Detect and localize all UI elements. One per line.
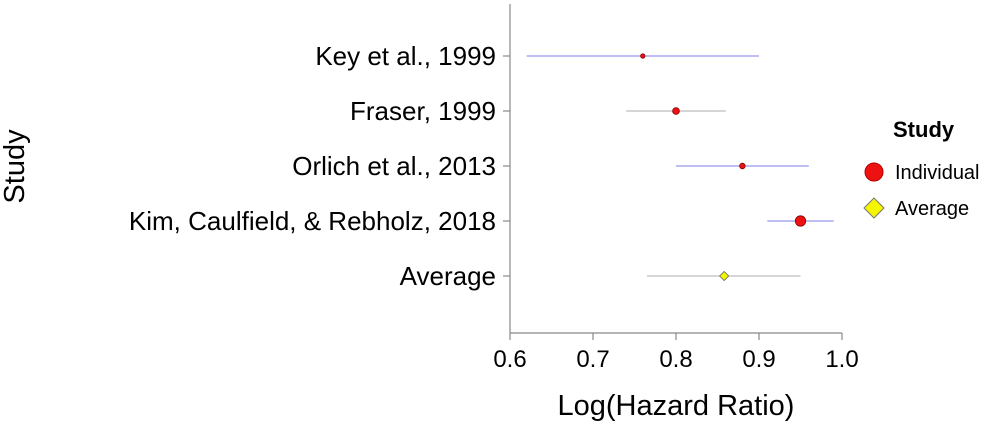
study-label: Orlich et al., 2013 [292,151,496,181]
y-axis-title: Study [0,129,31,204]
study-label: Average [400,261,496,291]
study-estimate-marker [794,215,807,227]
x-tick-label: 0.8 [659,346,692,373]
study-estimate-marker [640,53,646,59]
x-tick-label: 1.0 [825,346,858,373]
legend-label: Average [895,198,969,220]
legend-average-marker [863,197,885,219]
study-estimate-marker [739,162,746,170]
study-label: Kim, Caulfield, & Rebholz, 2018 [129,206,496,236]
x-tick-label: 0.6 [493,346,526,373]
x-axis-title: Log(Hazard Ratio) [558,390,795,422]
plot-area [526,53,834,282]
legend-title: Study [893,117,955,142]
study-estimate-marker [672,107,680,115]
legend: Study Individual Average [863,117,980,220]
legend-individual-marker [864,162,884,182]
x-tick-label: 0.7 [576,346,609,373]
average-estimate-marker [719,270,730,282]
x-tick-label: 0.9 [742,346,775,373]
study-label: Key et al., 1999 [315,41,496,71]
study-label: Fraser, 1999 [350,96,496,126]
axes: 0.6 0.7 0.8 0.9 1.0 Key et al., 1999 Fraser, 1… [129,4,859,373]
legend-label: Individual [895,162,980,184]
